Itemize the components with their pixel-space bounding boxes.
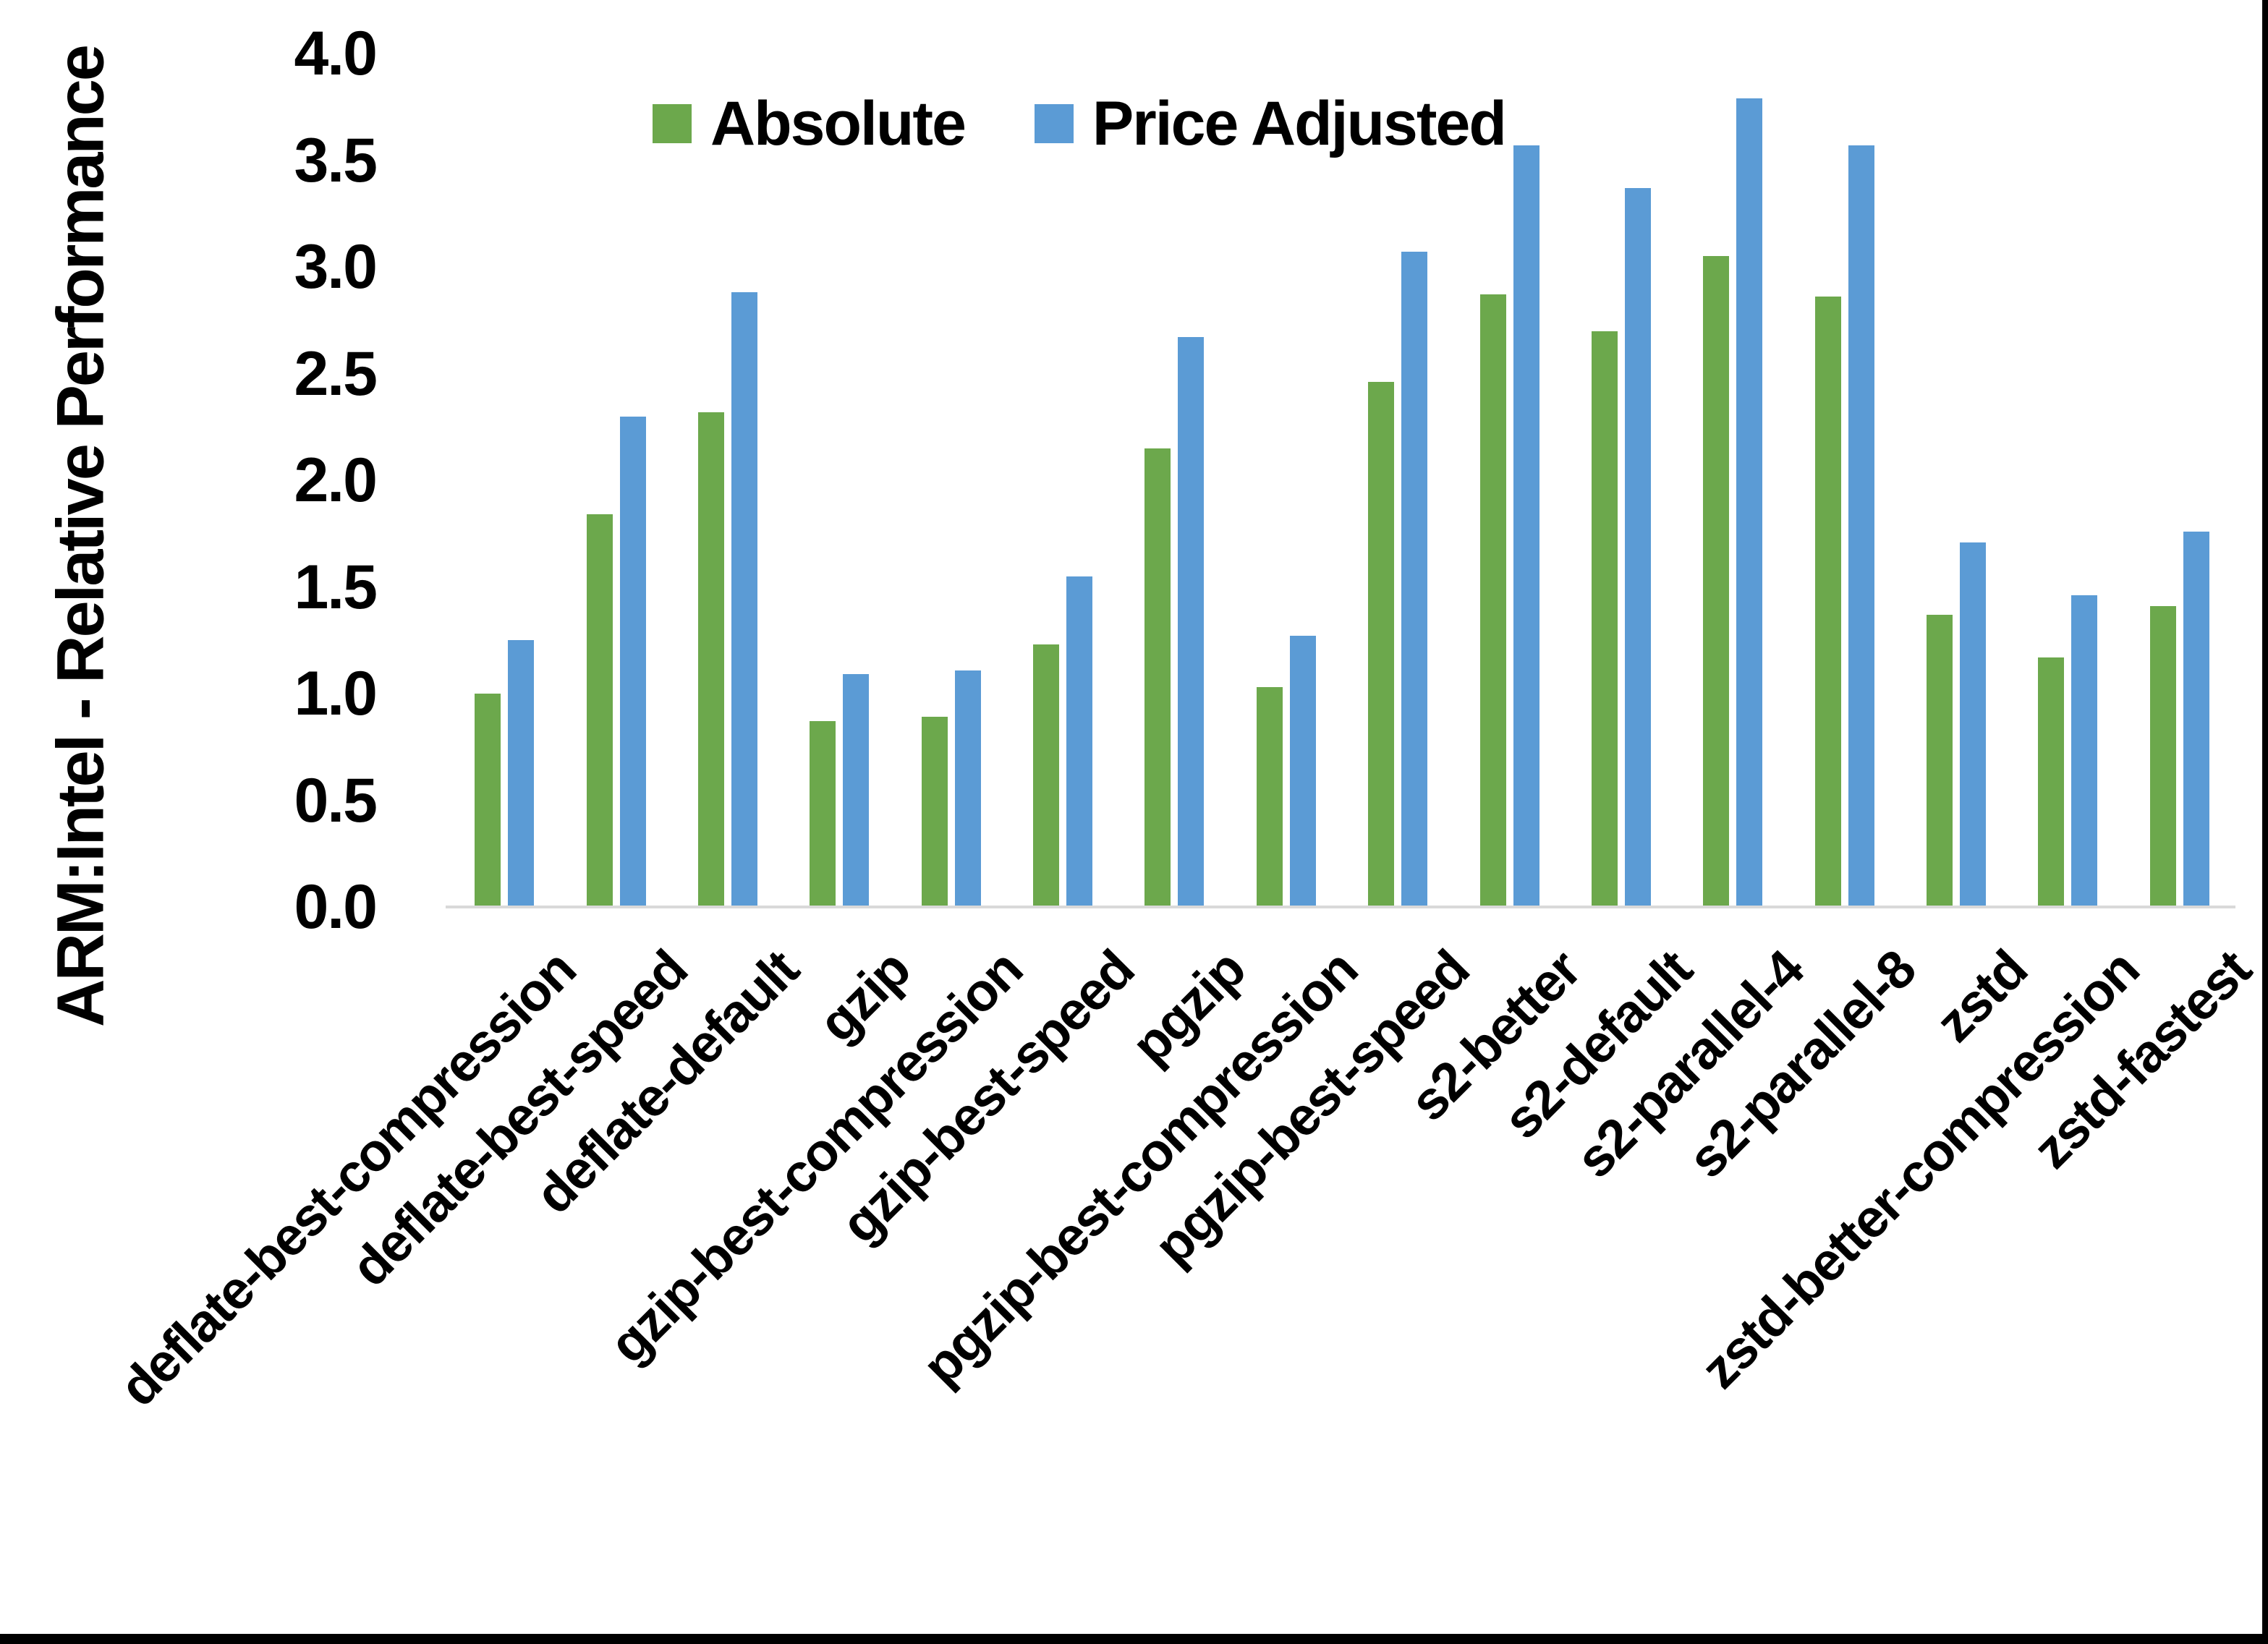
absolute-bar — [586, 514, 613, 907]
price-adjusted-bar — [2183, 531, 2209, 907]
screen-edge-bottom — [0, 1634, 2268, 1644]
price-adjusted-bar — [843, 674, 870, 907]
y-tick-label: 4.0 — [294, 19, 378, 88]
price-adjusted-bar — [1178, 337, 1205, 907]
price-adjusted-bar — [1513, 145, 1539, 907]
legend-label-absolute: Absolute — [710, 89, 967, 158]
legend-item-price-adjusted: Price Adjusted — [1034, 89, 1507, 158]
absolute-bar — [1033, 644, 1060, 907]
y-tick-label: 0.5 — [294, 765, 378, 835]
absolute-bar — [1144, 448, 1171, 907]
absolute-bar — [1927, 614, 1953, 907]
price-adjusted-bar — [731, 292, 757, 907]
legend-item-absolute: Absolute — [653, 89, 967, 158]
absolute-bar — [921, 717, 948, 907]
absolute-bar — [1814, 297, 1841, 907]
absolute-bar — [1703, 256, 1730, 907]
price-adjusted-bar — [954, 670, 981, 907]
legend-swatch-absolute — [653, 104, 692, 143]
price-adjusted-bar — [1960, 542, 1987, 907]
y-tick-label: 0.0 — [294, 872, 378, 942]
price-adjusted-bar — [619, 416, 646, 907]
legend-label-price-adjusted: Price Adjusted — [1092, 89, 1507, 158]
price-adjusted-bar — [508, 640, 535, 907]
y-tick-label: 3.5 — [294, 125, 378, 195]
price-adjusted-bar — [2071, 595, 2098, 907]
absolute-bar — [697, 412, 724, 907]
x-axis-line — [446, 906, 2235, 908]
absolute-bar — [475, 694, 501, 907]
absolute-bar — [1256, 687, 1283, 907]
absolute-bar — [2149, 606, 2176, 907]
absolute-bar — [810, 721, 836, 907]
absolute-bar — [1591, 331, 1618, 907]
legend-swatch-price-adjusted — [1034, 104, 1074, 143]
screen-edge-right — [2262, 0, 2268, 1644]
price-adjusted-bar — [1066, 576, 1093, 907]
y-tick-label: 2.5 — [294, 338, 378, 409]
price-adjusted-bar — [1736, 98, 1763, 907]
x-tick-label: deflate-best-compression — [107, 939, 587, 1418]
y-tick-label: 1.5 — [294, 552, 378, 622]
price-adjusted-bar — [1848, 145, 1874, 907]
absolute-bar — [2038, 657, 2065, 907]
legend: Absolute Price Adjusted — [653, 89, 1507, 158]
absolute-bar — [1479, 294, 1506, 907]
price-adjusted-bar — [1401, 252, 1428, 907]
y-tick-label: 3.0 — [294, 232, 378, 302]
y-tick-label: 2.0 — [294, 446, 378, 515]
price-adjusted-bar — [1624, 187, 1651, 907]
absolute-bar — [1368, 382, 1395, 907]
price-adjusted-bar — [1289, 636, 1316, 907]
y-tick-label: 1.0 — [294, 659, 378, 728]
